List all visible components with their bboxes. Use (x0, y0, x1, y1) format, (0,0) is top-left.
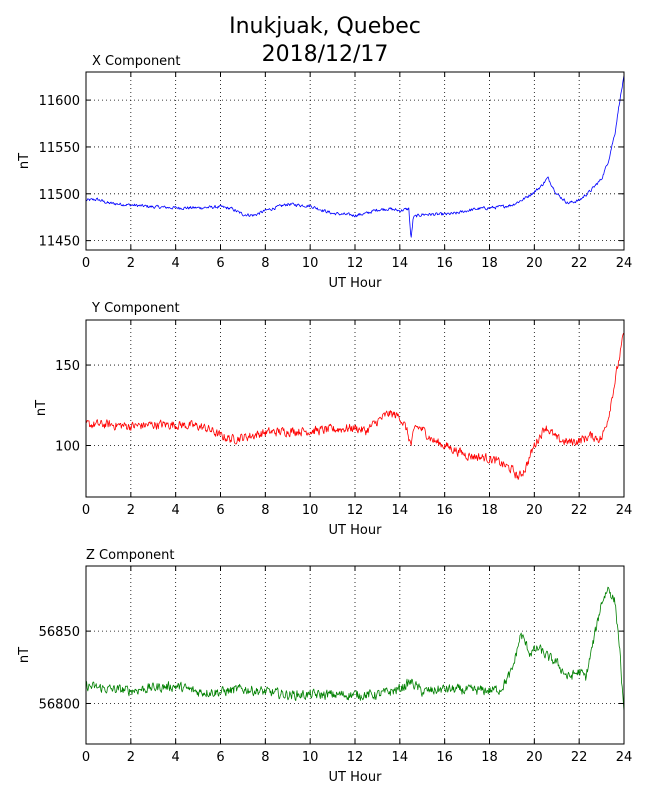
x-component-xtick-label: 20 (526, 256, 543, 271)
y-component-xtick-label: 24 (616, 503, 633, 518)
y-component-xtick-label: 0 (82, 503, 90, 518)
z-component-ytick-label: 56850 (39, 625, 80, 640)
z-component-ylabel: nT (17, 647, 32, 663)
y-component-xlabel: UT Hour (329, 523, 383, 538)
x-component-ytick-label: 11450 (39, 235, 80, 250)
y-component-ytick-label: 150 (55, 359, 80, 374)
z-component-xtick-label: 6 (216, 750, 224, 765)
y-component-xtick-label: 10 (302, 503, 319, 518)
figure-title-line1: Inukjuak, Quebec (229, 14, 421, 39)
z-component-xlabel: UT Hour (329, 770, 383, 785)
x-component-xtick-label: 18 (481, 256, 498, 271)
x-component-xtick-label: 4 (172, 256, 180, 271)
x-component-xtick-label: 22 (571, 256, 588, 271)
x-component-xtick-label: 6 (216, 256, 224, 271)
x-component-xtick-label: 2 (127, 256, 135, 271)
z-component-xtick-label: 0 (82, 750, 90, 765)
z-component-xtick-label: 8 (261, 750, 269, 765)
y-component-xtick-label: 8 (261, 503, 269, 518)
y-component-xtick-label: 20 (526, 503, 543, 518)
y-component-panel: Y Component 0 2 4 6 8 10 12 14 16 18 20 22 24100150 … (34, 301, 632, 538)
x-component-xtick-label: 24 (616, 256, 633, 271)
x-component-series-line (85, 74, 625, 238)
figure-title-line2: 2018/12/17 (262, 42, 389, 67)
y-component-xtick-label: 14 (392, 503, 409, 518)
z-component-xtick-label: 10 (302, 750, 319, 765)
y-component-xtick-label: 16 (436, 503, 453, 518)
x-component-ytick-label: 11550 (39, 141, 80, 156)
y-component-xtick-label: 12 (347, 503, 364, 518)
x-component-xtick-label: 16 (436, 256, 453, 271)
z-component-series-line (85, 586, 625, 712)
x-component-xtick-label: 0 (82, 256, 90, 271)
z-component-subtitle: Z Component (86, 548, 175, 563)
z-component-panel: Z Component 0 2 4 6 8 10 12 14 16 18 20 22 245680056… (17, 548, 632, 785)
y-component-subtitle: Y Component (91, 301, 180, 316)
y-component-xtick-label: 2 (127, 503, 135, 518)
z-component-xtick-label: 2 (127, 750, 135, 765)
x-component-xtick-label: 8 (261, 256, 269, 271)
z-component-ytick-label: 56800 (39, 697, 80, 712)
y-component-ytick-label: 100 (55, 440, 80, 455)
y-component-xtick-label: 4 (172, 503, 180, 518)
x-component-xlabel: UT Hour (329, 276, 383, 291)
x-component-xtick-label: 10 (302, 256, 319, 271)
z-component-xtick-label: 18 (481, 750, 498, 765)
y-component-ylabel: nT (34, 400, 49, 416)
y-component-series-line (85, 332, 625, 480)
z-component-xtick-label: 22 (571, 750, 588, 765)
y-component-xtick-label: 6 (216, 503, 224, 518)
y-component-xtick-label: 18 (481, 503, 498, 518)
z-component-xtick-label: 24 (616, 750, 633, 765)
z-component-xtick-label: 16 (436, 750, 453, 765)
x-component-panel: X Component 0 2 4 6 8 10 12 14 16 18 20 22 241145011… (17, 54, 632, 291)
x-component-ytick-label: 11600 (39, 94, 80, 109)
x-component-ytick-label: 11500 (39, 188, 80, 203)
x-component-ylabel: nT (17, 153, 32, 169)
z-component-xtick-label: 12 (347, 750, 364, 765)
z-component-xtick-label: 20 (526, 750, 543, 765)
y-component-xtick-label: 22 (571, 503, 588, 518)
z-component-xtick-label: 4 (172, 750, 180, 765)
x-component-xtick-label: 14 (392, 256, 409, 271)
x-component-xtick-label: 12 (347, 256, 364, 271)
x-component-subtitle: X Component (92, 54, 181, 69)
z-component-xtick-label: 14 (392, 750, 409, 765)
